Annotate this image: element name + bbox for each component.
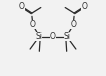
Text: O: O (70, 20, 76, 29)
Text: O: O (19, 2, 24, 11)
Text: O: O (82, 2, 87, 11)
Text: O: O (50, 32, 56, 41)
Text: O: O (30, 20, 36, 29)
Text: Si: Si (63, 32, 71, 41)
Text: Si: Si (35, 32, 43, 41)
